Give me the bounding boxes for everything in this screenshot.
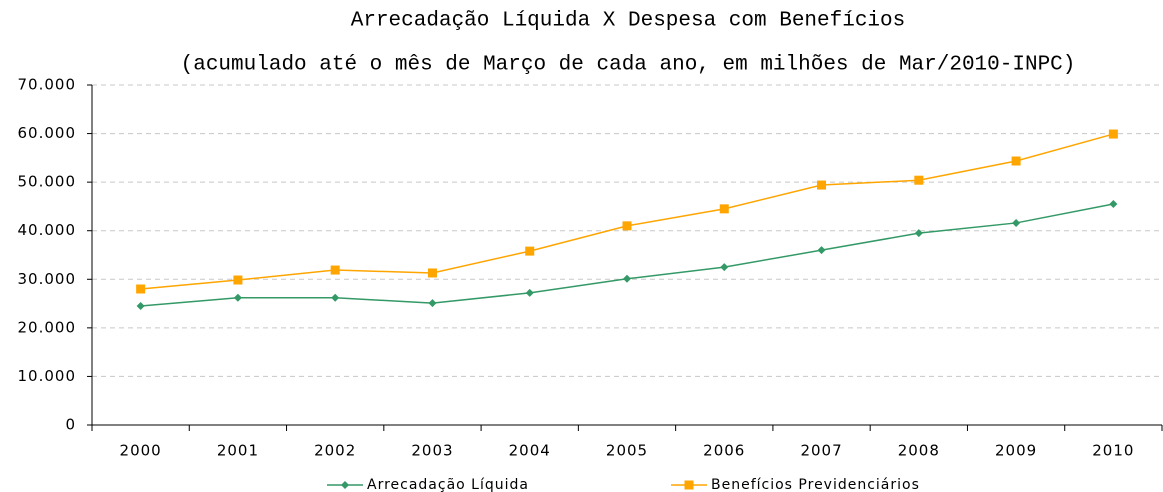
point <box>427 268 437 278</box>
point <box>684 480 694 490</box>
chart-subtitle: (acumulado até o mês de Março de cada an… <box>181 54 1076 77</box>
legend-label: Arrecadação Líquida <box>367 477 529 492</box>
point <box>331 293 340 302</box>
x-tick-label: 2010 <box>1092 442 1134 460</box>
y-tick-label: 60.000 <box>18 124 77 142</box>
point <box>136 284 146 294</box>
point <box>622 221 632 231</box>
point <box>623 274 631 283</box>
y-tick-label: 40.000 <box>18 221 77 239</box>
y-tick-label: 30.000 <box>18 270 77 288</box>
point <box>914 175 924 185</box>
x-tick-label: 2002 <box>314 442 356 460</box>
point <box>817 180 827 190</box>
point <box>525 288 534 297</box>
y-tick-label: 20.000 <box>18 318 77 336</box>
chart-title: Arrecadação Líquida X Despesa com Benefí… <box>351 10 906 33</box>
x-tick-label: 2006 <box>703 442 745 460</box>
y-tick-label: 50.000 <box>18 173 77 191</box>
x-tick-label: 2005 <box>606 442 648 460</box>
point <box>428 299 437 308</box>
x-tick-label: 2007 <box>800 442 842 460</box>
series-line <box>140 133 1114 290</box>
legend-label: Benefícios Previdenciários <box>711 477 920 492</box>
point <box>233 275 243 285</box>
y-tick-label: 70.000 <box>18 76 77 94</box>
series-line <box>140 203 1114 307</box>
point <box>1012 218 1021 227</box>
point <box>525 246 535 256</box>
x-tick-label: 2003 <box>411 442 453 460</box>
point <box>1108 129 1118 139</box>
point <box>330 265 340 275</box>
x-tick-label: 2001 <box>217 442 259 460</box>
point <box>1011 156 1021 166</box>
point <box>1109 200 1118 208</box>
point <box>233 293 242 302</box>
x-tick-label: 2009 <box>995 442 1037 460</box>
y-tick-label: 0 <box>65 416 76 434</box>
y-tick-label: 10.000 <box>18 367 77 385</box>
point <box>817 246 826 255</box>
x-tick-label: 2000 <box>120 442 162 460</box>
point <box>720 263 729 272</box>
point <box>719 204 729 214</box>
point <box>136 302 145 310</box>
point <box>341 481 349 489</box>
x-tick-label: 2008 <box>898 442 940 460</box>
x-tick-label: 2004 <box>509 442 551 460</box>
point <box>914 229 923 238</box>
